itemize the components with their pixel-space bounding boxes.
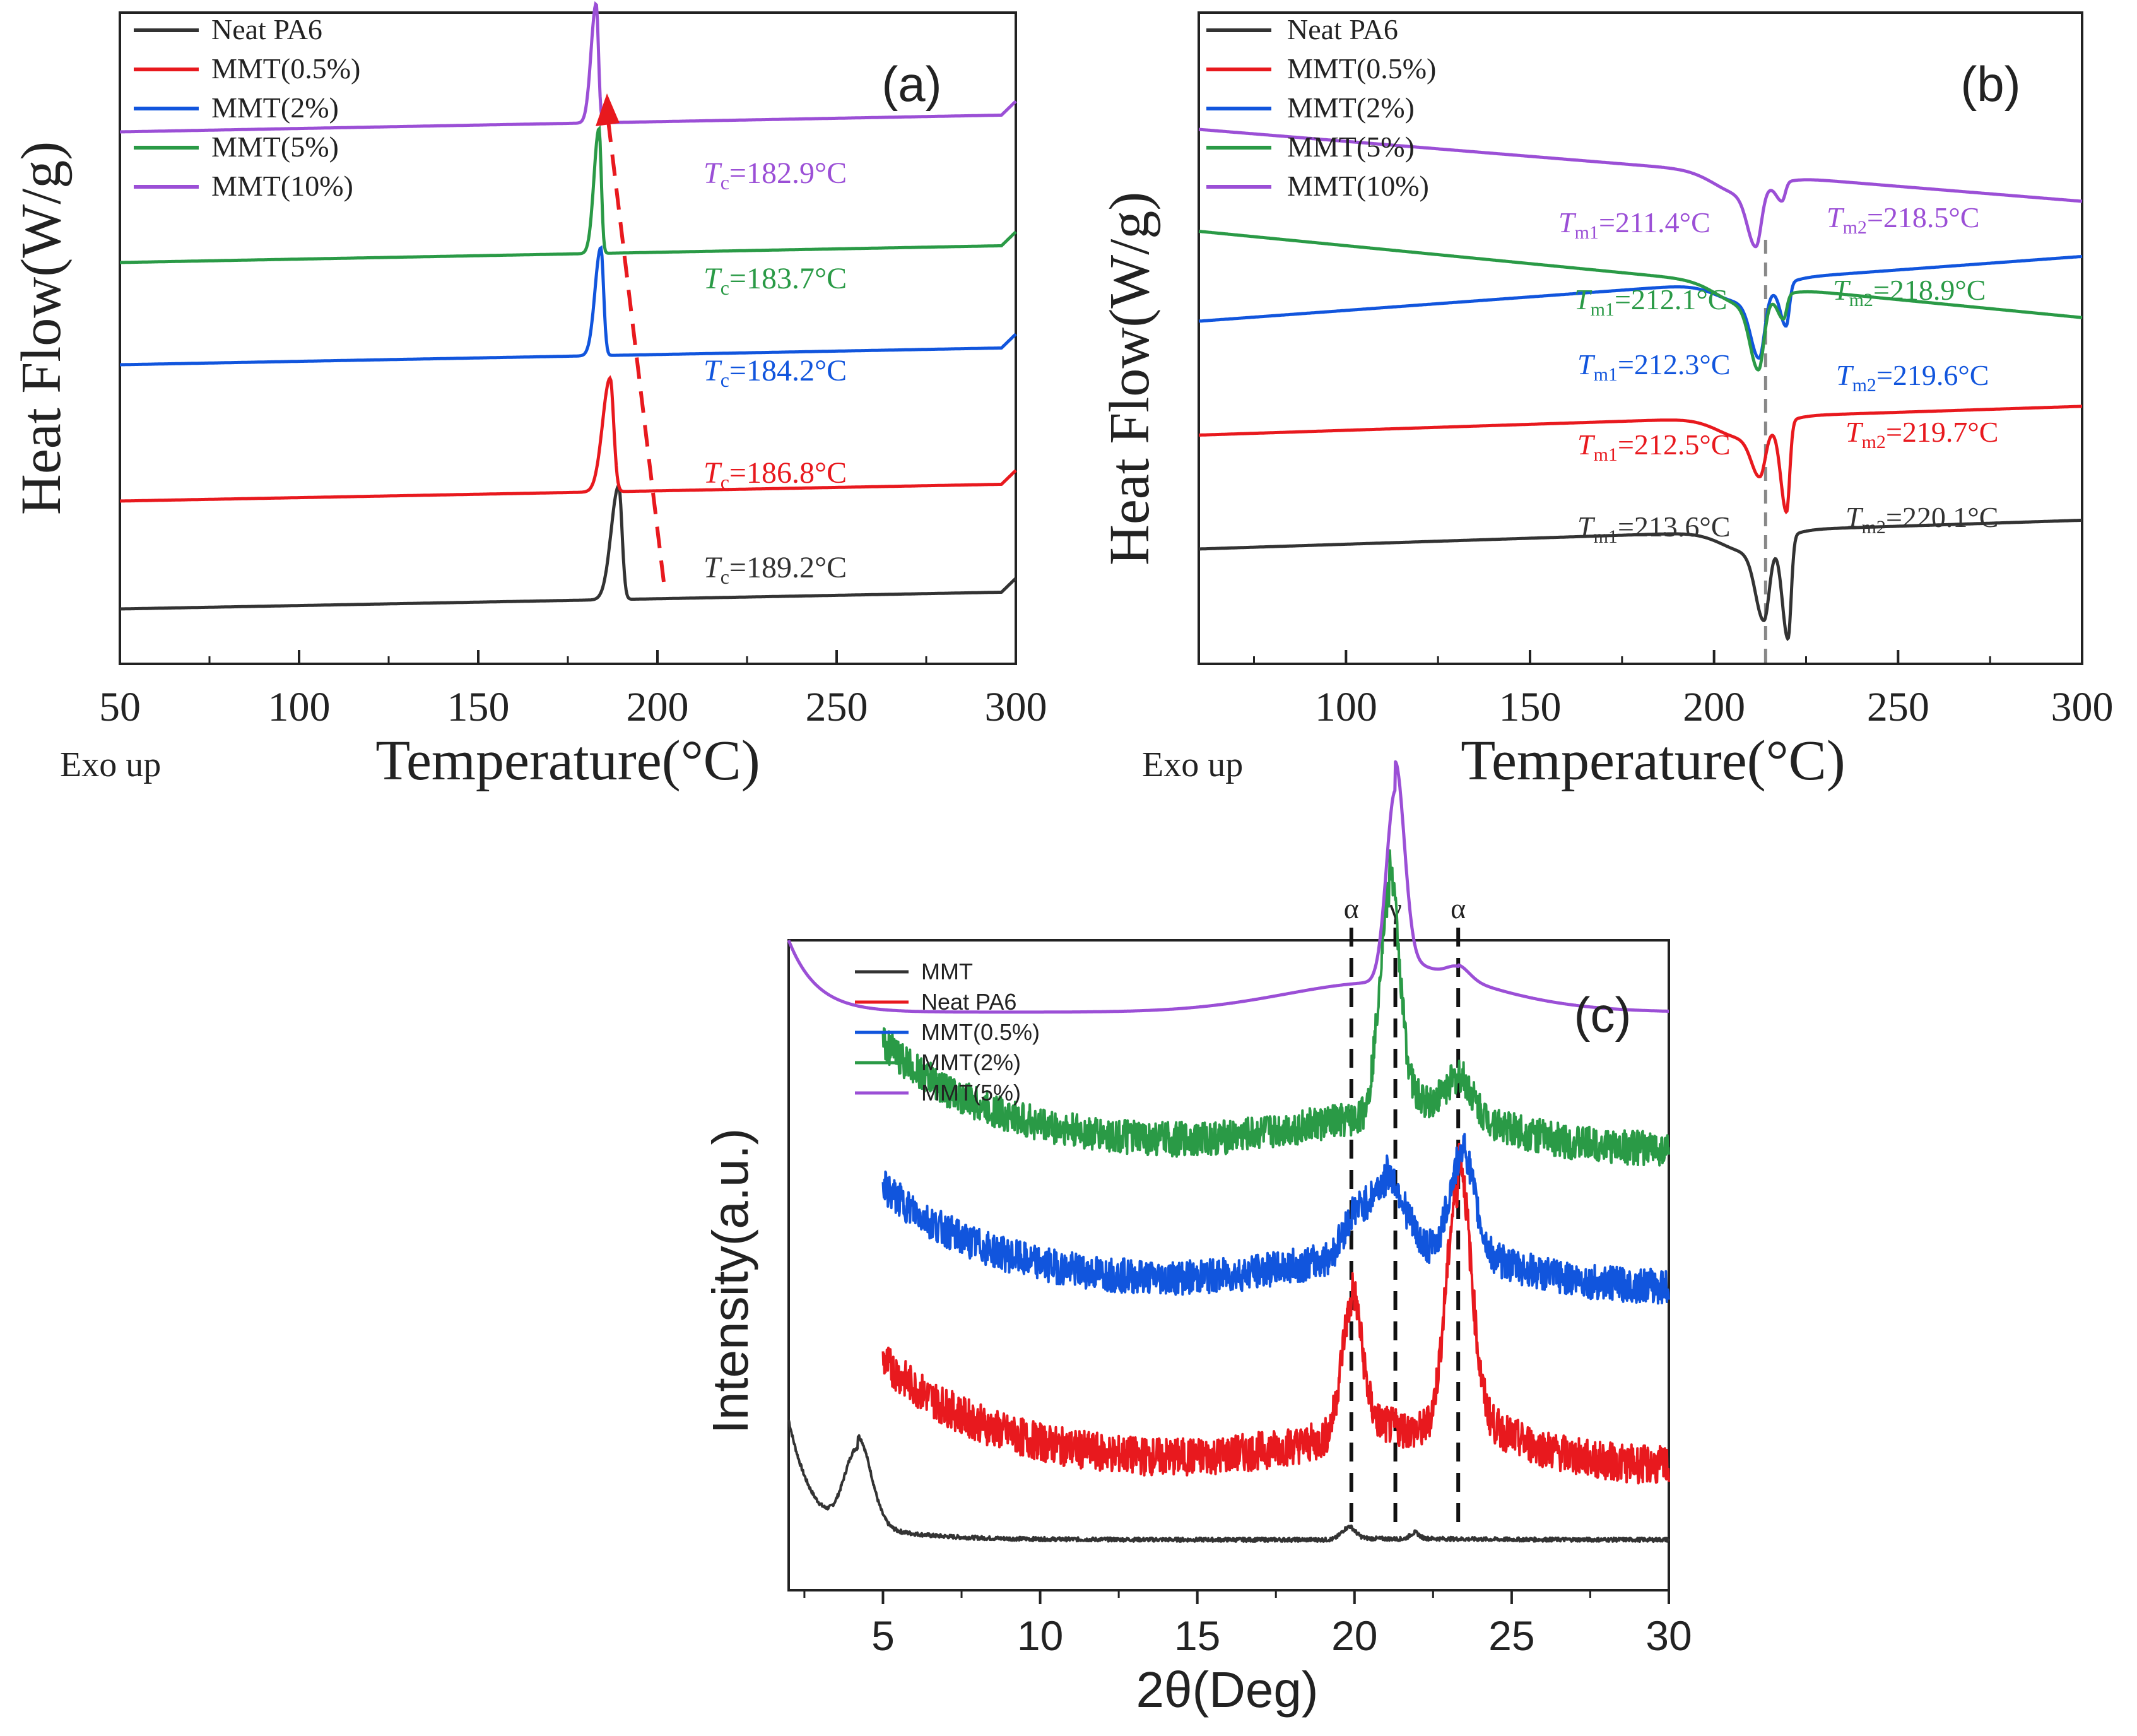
legend-label-mmt-0-5: MMT(0.5%): [921, 1019, 1040, 1045]
tc-label-neat-pa6: Tc=189.2°C: [704, 551, 847, 588]
ref-line-label: α: [1451, 892, 1466, 924]
tc-label-mmt-2: Tc=184.2°C: [704, 354, 847, 391]
ref-line-label: α: [1344, 892, 1359, 924]
curve-mmt: [787, 1419, 1670, 1543]
b-tick-label: 300: [2051, 684, 2114, 730]
tm-label-neat-pa6: Tm1=213.6°C: [1577, 511, 1730, 547]
tc-label-mmt-10: Tc=182.9°C: [704, 156, 847, 194]
panel-a-curves: [120, 1, 1017, 611]
tm-label-mmt-5: Tm1=212.1°C: [1574, 283, 1727, 320]
b-tick-label: 100: [1315, 684, 1377, 730]
tm-label-mmt-2: Tm1=212.3°C: [1577, 348, 1730, 385]
panel-b-exo-note: Exo up: [1142, 745, 1243, 784]
tm-label-mmt-0-5: Tm2=219.7°C: [1846, 416, 1998, 452]
panel-a-exo-note: Exo up: [60, 745, 161, 784]
panel-c-label: (c): [1574, 987, 1632, 1042]
legend-label-mmt-0-5: MMT(0.5%): [211, 52, 360, 85]
legend-label-mmt-2: MMT(2%): [1287, 92, 1415, 124]
legend-label-neat-pa6: Neat PA6: [921, 989, 1016, 1015]
panel-c-plot-frame: [787, 939, 1670, 1591]
curve-mmt-5: [787, 760, 1670, 1014]
panel-a-y-axis-title: Heat Flow(W/g): [10, 141, 73, 515]
curve-mmt-0-5: [881, 1133, 1670, 1305]
panel-a-x-ticks: 50 100 150 200 250 300: [99, 650, 1047, 730]
legend-label-mmt-2: MMT(2%): [211, 92, 339, 124]
tm-label-neat-pa6: Tm2=220.1°C: [1846, 501, 1998, 538]
panel-a-label: (a): [881, 56, 941, 112]
legend-label-mmt: MMT: [921, 959, 973, 984]
curve-mmt-2: [881, 849, 1670, 1167]
a-tick-label: 50: [99, 684, 141, 730]
curve-mmt-10: [120, 1, 1017, 134]
legend-label-neat-pa6: Neat PA6: [1287, 13, 1398, 45]
a-tick-label: 200: [627, 684, 689, 730]
curve-neat-pa6: [120, 483, 1017, 611]
panel-b-curves: [1198, 127, 2083, 642]
panel-b-x-ticks: 100 150 200 250 300: [1253, 650, 2114, 730]
legend-label-mmt-0-5: MMT(0.5%): [1287, 52, 1436, 85]
c-tick-label: 10: [1017, 1612, 1063, 1659]
c-tick-label: 5: [871, 1612, 895, 1659]
panel-b-x-axis-title: Temperature(°C): [1461, 729, 1845, 792]
curve-mmt-10: [1198, 127, 2083, 249]
panel-b-label: (b): [1960, 56, 2020, 112]
curve-mmt-2: [120, 245, 1017, 367]
curve-mmt-2: [1198, 254, 2083, 360]
legend-label-mmt-5: MMT(5%): [1287, 131, 1415, 163]
panel-a-trend-arrowhead: [596, 93, 620, 126]
b-tick-label: 150: [1499, 684, 1562, 730]
curve-mmt-5: [1198, 230, 2083, 372]
panel-c-legend: MMT Neat PA6 MMT(0.5%) MMT(2%) MMT(5%): [855, 959, 1040, 1106]
panel-a-legend: Neat PA6 MMT(0.5%) MMT(2%) MMT(5%) MMT(10%): [134, 13, 360, 202]
panel-a-x-axis-title: Temperature(°C): [375, 729, 760, 792]
tm-label-mmt-10: Tm1=211.4°C: [1558, 206, 1710, 243]
panel-a-dsc-cooling: 50 100 150 200 250 300 Neat PA6 MMT(0.5%) MMT(2…: [10, 1, 1047, 792]
panel-c-x-axis-title: 2θ(Deg): [1136, 1662, 1318, 1718]
panel-c-curves: [787, 760, 1670, 1543]
panel-c-y-axis-title: Intensity(a.u.): [702, 1128, 758, 1434]
panel-b-melting-labels: Tm1=213.6°C Tm2=220.1°C Tm1=212.5°C Tm2=219…: [1558, 201, 1998, 547]
panel-c-x-ticks: 5 10 15 20 25 30: [803, 1590, 1692, 1659]
curve-neat-pa6: [881, 1142, 1670, 1485]
curve-mmt-0-5: [120, 375, 1017, 503]
legend-label-mmt-10: MMT(10%): [1287, 170, 1429, 202]
tc-label-mmt-5: Tc=183.7°C: [704, 262, 847, 299]
tm-label-mmt-2: Tm2=219.6°C: [1836, 359, 1989, 396]
c-tick-label: 15: [1174, 1612, 1220, 1659]
panel-b-legend: Neat PA6 MMT(0.5%) MMT(2%) MMT(5%) MMT(10%): [1206, 13, 1436, 202]
legend-label-mmt-2: MMT(2%): [921, 1049, 1021, 1075]
c-tick-label: 20: [1331, 1612, 1377, 1659]
tm-label-mmt-0-5: Tm1=212.5°C: [1577, 428, 1730, 465]
c-tick-label: 25: [1488, 1612, 1534, 1659]
b-tick-label: 200: [1683, 684, 1745, 730]
a-tick-label: 100: [268, 684, 331, 730]
panel-a-peak-labels: Tc=189.2°C Tc=186.8°C Tc=184.2°C Tc=183.7°C…: [704, 156, 847, 588]
tm-label-mmt-5: Tm2=218.9°C: [1833, 274, 1986, 310]
tc-label-mmt-0-5: Tc=186.8°C: [704, 456, 847, 493]
panel-b-y-axis-title: Heat Flow(W/g): [1098, 192, 1161, 565]
legend-label-mmt-5: MMT(5%): [211, 131, 339, 163]
a-tick-label: 150: [447, 684, 510, 730]
b-tick-label: 250: [1867, 684, 1929, 730]
panel-b-plot-frame: [1198, 11, 2083, 665]
curve-mmt-5: [120, 125, 1017, 264]
ref-line-label: γ: [1388, 892, 1401, 924]
a-tick-label: 250: [806, 684, 868, 730]
panel-b-dsc-heating: 100 150 200 250 300 Neat PA6 MMT(0.5%) MMT(2%)…: [1098, 11, 2114, 792]
curve-mmt-0-5: [1199, 404, 2082, 515]
panel-a-trend-arrow: [605, 110, 666, 582]
c-tick-label: 30: [1645, 1612, 1692, 1659]
legend-label-neat-pa6: Neat PA6: [211, 13, 322, 45]
tm-label-mmt-10: Tm2=218.5°C: [1827, 201, 1979, 238]
legend-label-mmt-10: MMT(10%): [211, 170, 353, 202]
curve-neat-pa6: [1199, 518, 2082, 642]
a-tick-label: 300: [985, 684, 1047, 730]
legend-label-mmt-5: MMT(5%): [921, 1080, 1021, 1106]
